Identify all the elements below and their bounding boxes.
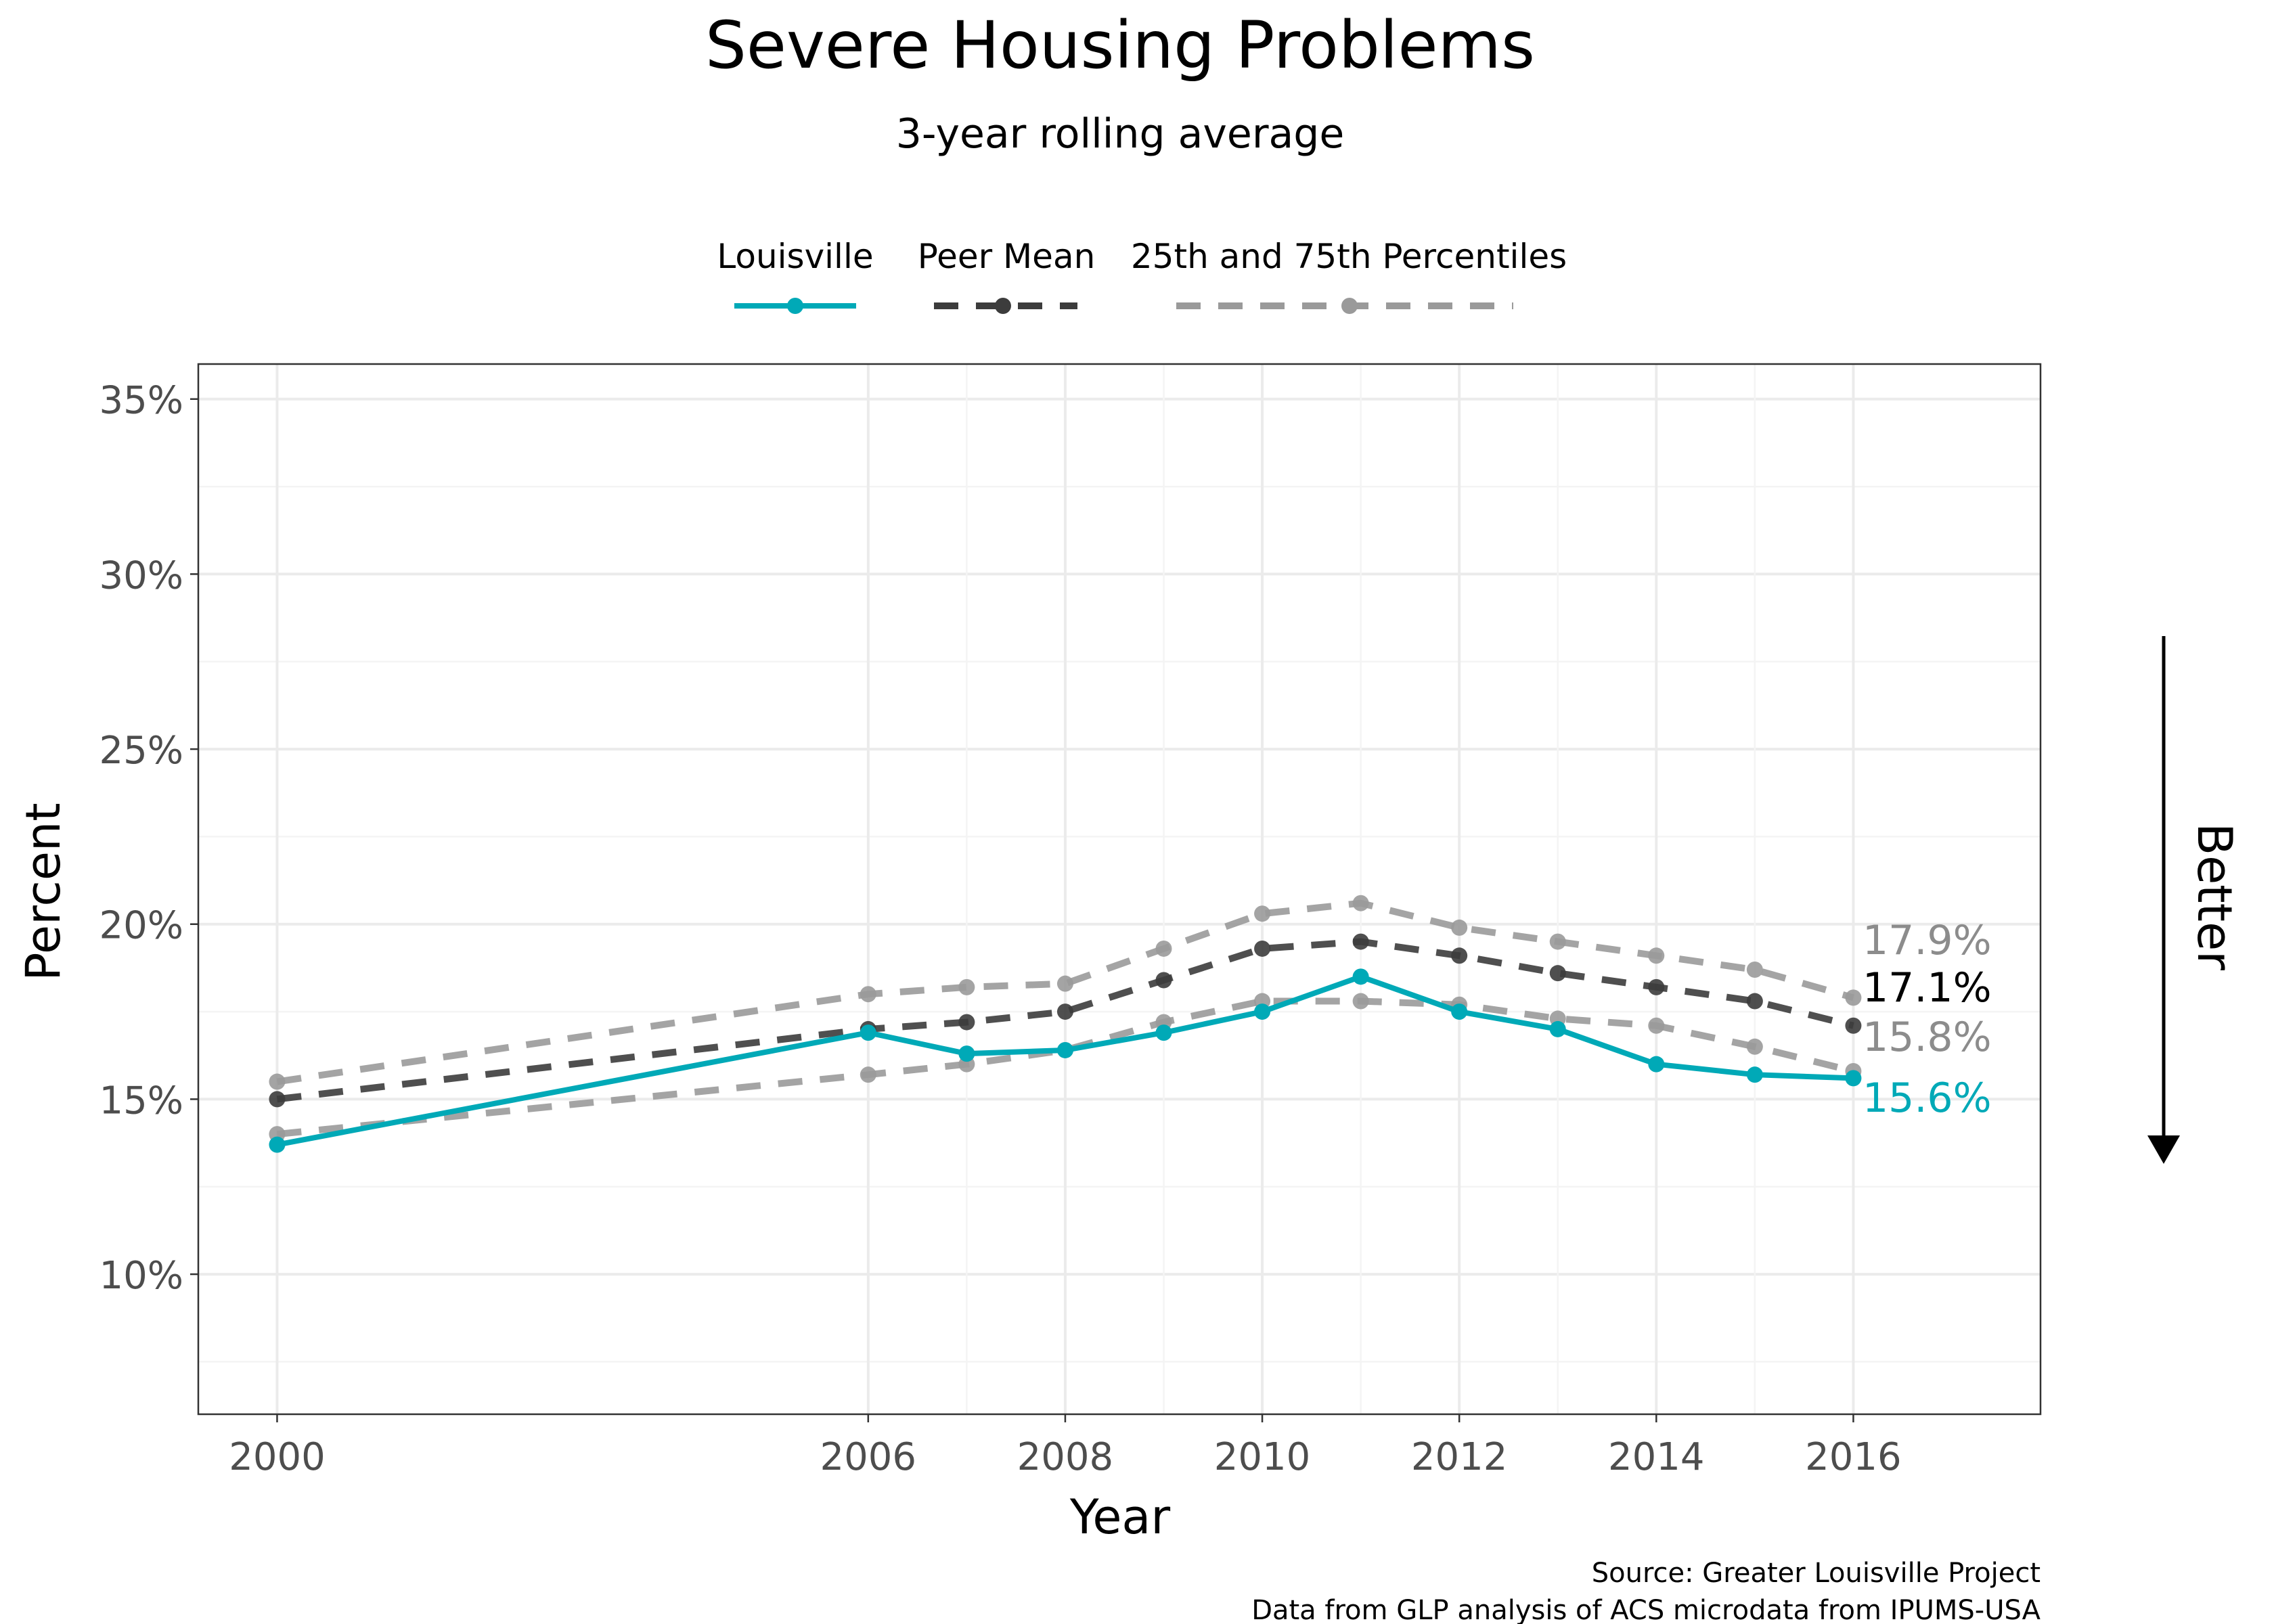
end-label-p25: 15.8% [1863, 1014, 1992, 1061]
x-tick-label: 2006 [820, 1435, 917, 1479]
series-line-peer [276, 938, 1854, 1103]
data-point-p75 [1648, 947, 1665, 964]
x-tick-label: 2008 [1017, 1435, 1114, 1479]
data-point-louisville [1352, 968, 1369, 985]
data-point-p75 [1056, 975, 1073, 992]
data-point-p75 [860, 986, 876, 1003]
x-tick-label: 2016 [1805, 1435, 1902, 1479]
series-line-p25 [276, 997, 1854, 1138]
data-point-p75 [1254, 905, 1271, 922]
better-label: Better [2187, 823, 2242, 970]
caption-data-note: Data from GLP analysis of ACS microdata … [1251, 1595, 2041, 1624]
data-series [269, 895, 1862, 1153]
data-point-p75 [269, 1073, 286, 1090]
data-point-peer [1845, 1017, 1862, 1034]
plot-panel-border [197, 363, 2042, 1416]
y-tick-label: 15% [99, 1079, 183, 1123]
caption-source: Source: Greater Louisville Project [1592, 1558, 2041, 1589]
data-point-louisville [1155, 1024, 1172, 1041]
data-point-peer [1254, 940, 1271, 957]
data-point-p75 [1352, 895, 1369, 911]
data-point-louisville [1549, 1020, 1566, 1037]
legend-key-point-2 [995, 298, 1011, 314]
data-point-peer [958, 1014, 975, 1031]
x-tick-label: 2012 [1411, 1435, 1508, 1479]
x-tick-label: 2000 [229, 1435, 326, 1479]
data-point-louisville [1648, 1056, 1665, 1073]
data-point-p75 [1549, 933, 1566, 950]
data-point-peer [1451, 947, 1468, 964]
data-point-peer [1352, 933, 1369, 950]
data-point-p75 [1746, 961, 1763, 978]
x-tick-label: 2014 [1608, 1435, 1705, 1479]
data-point-p25 [860, 1066, 876, 1083]
data-point-peer [269, 1091, 286, 1108]
data-point-louisville [269, 1136, 286, 1153]
data-point-louisville [1746, 1066, 1763, 1083]
legend-key-point-1 [787, 298, 803, 314]
y-tick-label: 35% [99, 379, 183, 423]
series-line-p75 [276, 899, 1854, 1085]
end-label-peer: 17.1% [1863, 964, 1992, 1012]
data-point-p75 [1845, 989, 1862, 1006]
better-indicator: Better [2147, 636, 2242, 1164]
y-tick-label: 10% [99, 1254, 183, 1298]
y-axis-title: Percent [16, 803, 71, 980]
legend-key-point-3 [1341, 298, 1358, 314]
data-point-louisville [1254, 1003, 1271, 1020]
x-axis: 2000 2006 2008 2010 2012 2014 2016 [229, 1414, 1902, 1479]
grid-lines [198, 364, 2041, 1414]
legend-label-3: 25th and 75th Percentiles [1131, 237, 1567, 276]
legend: Louisville Peer Mean 25th and 75th Percent… [717, 237, 1567, 314]
chart-subtitle: 3-year rolling average [896, 110, 1345, 158]
data-point-p75 [958, 978, 975, 995]
data-point-louisville [1451, 1003, 1468, 1020]
data-point-p25 [1648, 1017, 1665, 1034]
data-point-p25 [1746, 1038, 1763, 1055]
end-label-louisville: 15.6% [1863, 1075, 1992, 1122]
end-label-p75: 17.9% [1863, 917, 1992, 964]
better-arrow-head [2147, 1135, 2180, 1164]
data-point-peer [1056, 1003, 1073, 1020]
data-point-peer [1549, 965, 1566, 982]
data-point-louisville [1845, 1070, 1862, 1087]
y-tick-label: 25% [99, 729, 183, 773]
data-point-louisville [958, 1045, 975, 1062]
y-tick-label: 20% [99, 904, 183, 948]
data-point-p75 [1155, 940, 1172, 957]
y-axis: 10% 15% 20% 25% 30% 35% [99, 379, 198, 1298]
data-point-louisville [1056, 1041, 1073, 1058]
y-tick-label: 30% [99, 554, 183, 597]
chart-title: Severe Housing Problems [705, 7, 1535, 83]
legend-label-1: Louisville [717, 237, 873, 276]
data-point-peer [1648, 978, 1665, 995]
data-point-louisville [860, 1024, 876, 1041]
legend-label-2: Peer Mean [918, 237, 1096, 276]
data-point-p25 [1352, 993, 1369, 1010]
data-point-peer [1746, 993, 1763, 1010]
end-value-labels: 17.9% 15.8%17.1% 15.6% [1863, 917, 1992, 1122]
data-point-p75 [1451, 919, 1468, 936]
x-axis-title: Year [1069, 1489, 1170, 1545]
x-tick-label: 2010 [1214, 1435, 1311, 1479]
series-line-louisville [276, 974, 1854, 1148]
data-point-peer [1155, 972, 1172, 989]
